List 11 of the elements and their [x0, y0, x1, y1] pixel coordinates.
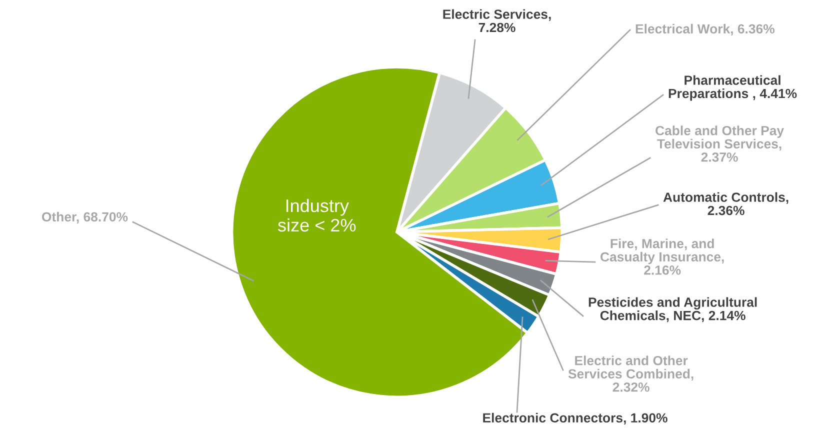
slice-label: Electrical Work, 6.36%	[636, 24, 774, 36]
text: Industry size < 2%	[278, 198, 356, 232]
slice-label: Automatic Controls, 2.36%	[663, 192, 788, 216]
slice-label: Electric Services, 7.28%	[443, 9, 551, 32]
slice-label: Pesticides and Agricultural Chemicals, NEC, 2.14%	[588, 297, 757, 322]
slice-label: Electronic Connectors, 1.90%	[483, 412, 668, 424]
slice-label: Pharmaceutical Preparations , 4.41%	[668, 75, 797, 101]
slice-label: Cable and Other Pay Television Services, 2.37%	[656, 126, 784, 162]
slice-label: Electric and Other Services Combined, 2.32%	[568, 356, 694, 392]
slice-label: Fire, Marine, and Casualty Insurance, 2.16%	[600, 238, 724, 275]
slice-label: Other, 68.70%	[42, 212, 128, 224]
